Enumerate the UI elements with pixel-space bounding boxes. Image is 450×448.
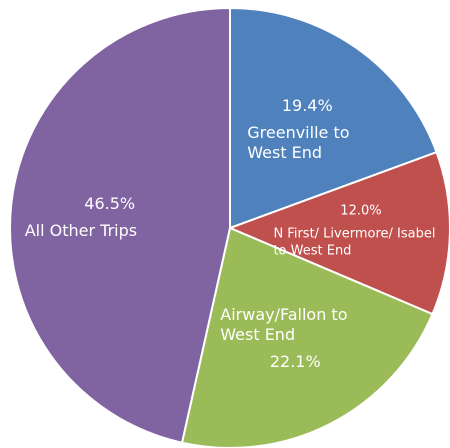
slice-label: 12.0% N First/ Livermore/ Isabel to West … bbox=[273, 198, 448, 261]
pie-slice bbox=[229, 6, 438, 230]
value-label: 19.4% bbox=[281, 95, 333, 115]
value-label: 12.0% bbox=[340, 203, 382, 219]
slice-label: 22.1% Airway/Fallon to West End bbox=[220, 304, 370, 378]
category-label: N First/ Livermore/ Isabel to West End bbox=[273, 226, 436, 259]
category-label: Airway/Fallon to West End bbox=[220, 304, 348, 345]
value-label: 22.1% bbox=[269, 352, 321, 372]
pie-slice bbox=[9, 6, 231, 444]
category-label: All Other Trips bbox=[24, 220, 138, 240]
category-label: Greenville to West End bbox=[247, 122, 350, 163]
slice-label: 19.4% Greenville to West End bbox=[247, 90, 367, 164]
value-label: 46.5% bbox=[84, 193, 136, 213]
slice-label: 46.5% All Other Trips bbox=[25, 188, 195, 242]
